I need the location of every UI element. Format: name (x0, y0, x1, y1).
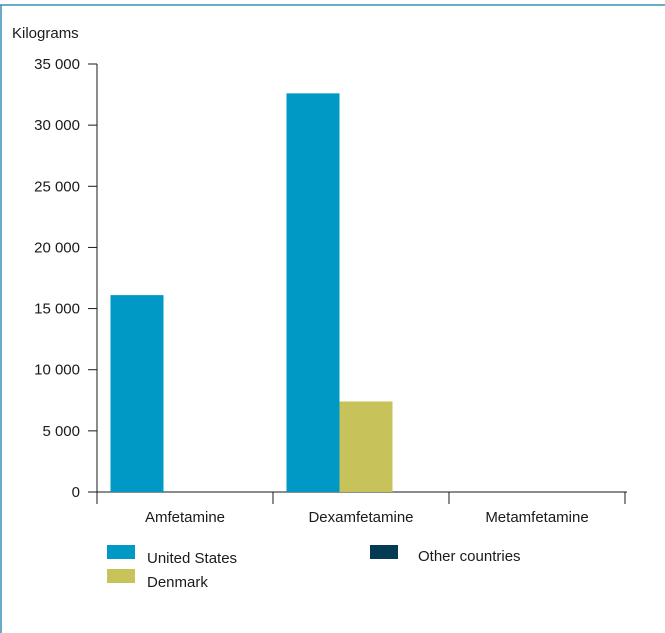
y-axis-unit-label: Kilograms (12, 25, 79, 42)
y-tick-label: 5 000 (42, 423, 80, 440)
legend-swatch-united-states (107, 545, 135, 559)
category-label: Metamfetamine (485, 509, 588, 526)
category-label: Dexamfetamine (308, 509, 413, 526)
legend-label-other-countries: Other countries (418, 548, 521, 565)
y-tick-label: 0 (72, 484, 80, 501)
y-tick-label: 15 000 (34, 301, 80, 318)
y-tick-label: 25 000 (34, 178, 80, 195)
y-tick-label: 35 000 (34, 56, 80, 73)
category-label: Amfetamine (145, 509, 225, 526)
legend-label-united-states: United States (147, 550, 237, 567)
legend: United States Denmark Other countries (107, 545, 521, 591)
y-tick-label: 20 000 (34, 239, 80, 256)
legend-swatch-other-countries (370, 545, 398, 559)
bar-dexamfetamine-united-states (286, 93, 340, 492)
y-tick-label: 10 000 (34, 362, 80, 379)
bar-amfetamine-united-states (110, 295, 164, 492)
bar-dexamfetamine-denmark (339, 401, 393, 492)
y-tick-label: 30 000 (34, 117, 80, 134)
plot-area: 0 5 000 10 000 15 000 20 000 25 000 30 000 35 0… (34, 56, 627, 526)
legend-label-denmark: Denmark (147, 574, 208, 591)
legend-swatch-denmark (107, 569, 135, 583)
